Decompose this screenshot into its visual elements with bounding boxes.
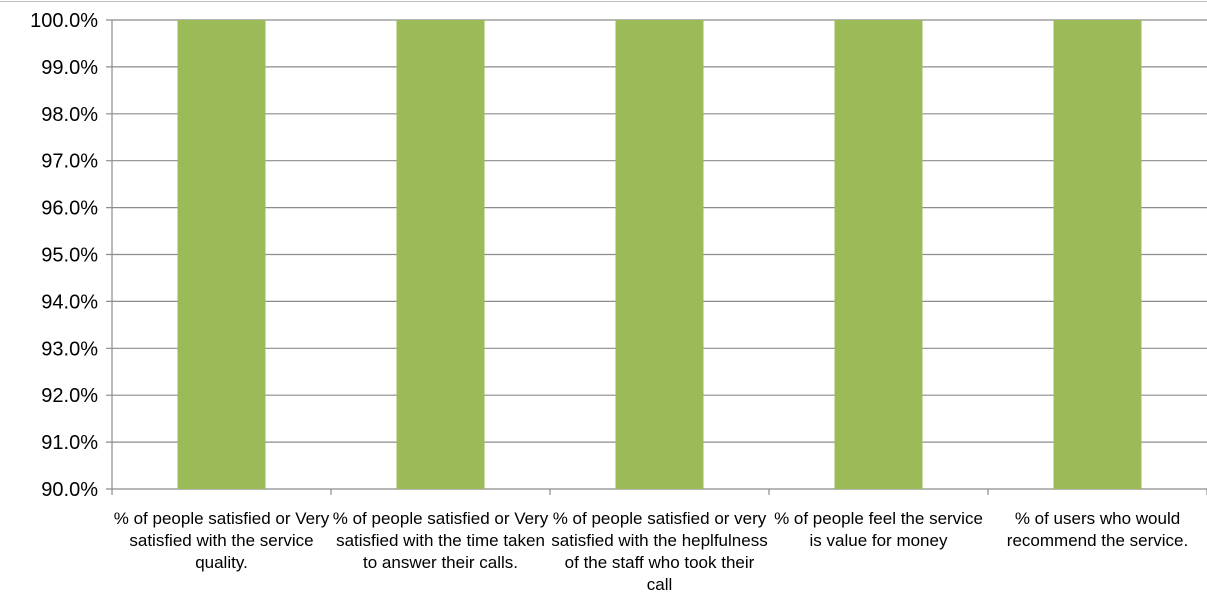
x-category-label: % of people satisfied or very satisfied … <box>551 509 768 594</box>
bar <box>615 20 704 489</box>
bar <box>1053 20 1142 489</box>
y-tick-label: 97.0% <box>41 151 98 173</box>
y-tick-label: 94.0% <box>41 291 98 313</box>
bar <box>834 20 923 489</box>
x-category-label: % of people feel the service is value fo… <box>774 509 983 550</box>
bars <box>177 20 1142 489</box>
y-tick-label: 91.0% <box>41 432 98 454</box>
y-tick-label: 98.0% <box>41 104 98 126</box>
y-tick-label: 95.0% <box>41 245 98 267</box>
y-tick-label: 99.0% <box>41 57 98 79</box>
axes <box>0 1 1207 495</box>
bar <box>396 20 485 489</box>
y-tick-label: 93.0% <box>41 338 98 360</box>
x-category-label: % of people satisfied or Very satisfied … <box>113 509 330 572</box>
y-tick-labels: 90.0% 91.0% 92.0% 93.0% 94.0% 95.0% 96.0% 97.0%… <box>30 10 98 501</box>
bar <box>177 20 266 489</box>
x-category-label: % of users who would recommend the servi… <box>1006 509 1189 550</box>
y-tick-label: 92.0% <box>41 385 98 407</box>
y-tick-label: 96.0% <box>41 198 98 220</box>
x-category-label: % of people satisfied or Very satisfied … <box>332 509 549 572</box>
y-tick-label: 100.0% <box>30 10 98 32</box>
y-tick-label: 90.0% <box>41 479 98 501</box>
